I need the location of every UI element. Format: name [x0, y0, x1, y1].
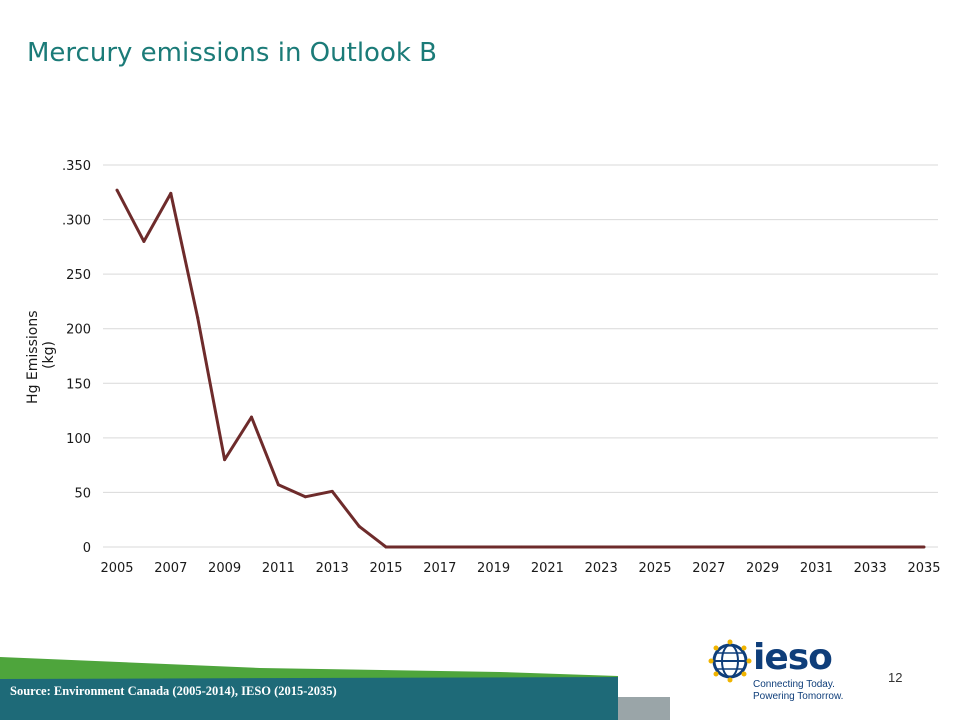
- data-point: [761, 545, 765, 549]
- data-point: [142, 239, 146, 243]
- logo-tagline-2: Powering Tomorrow.: [753, 691, 844, 702]
- x-tick-label: 2009: [208, 561, 241, 576]
- page-number: 12: [888, 670, 903, 685]
- y-tick-label: 0: [83, 541, 91, 556]
- x-tick-label: 2023: [585, 561, 618, 576]
- data-point: [411, 545, 415, 549]
- y-tick-label: 200: [66, 323, 91, 338]
- y-tick-label: 150: [66, 377, 91, 392]
- data-point: [814, 545, 818, 549]
- data-point: [922, 545, 926, 549]
- data-point: [223, 458, 227, 462]
- y-tick-label: .300: [62, 214, 91, 229]
- data-point: [519, 545, 522, 549]
- x-tick-label: 2007: [154, 561, 187, 576]
- x-tick-label: 2019: [477, 561, 510, 576]
- data-point: [653, 545, 657, 549]
- x-tick-label: 2011: [262, 561, 295, 576]
- page-title: Mercury emissions in Outlook B: [27, 38, 438, 68]
- data-point: [680, 545, 684, 549]
- data-point: [115, 188, 119, 192]
- data-point: [357, 524, 361, 528]
- footer-band: [0, 657, 670, 720]
- data-point: [545, 545, 549, 549]
- x-tick-label: 2033: [854, 561, 887, 576]
- data-point: [734, 545, 738, 549]
- data-point: [868, 545, 872, 549]
- y-axis-label-line-2: (kg): [41, 341, 57, 369]
- y-tick-label: 100: [66, 432, 91, 447]
- source-note: Source: Environment Canada (2005-2014), …: [10, 684, 337, 698]
- y-axis-label: Hg Emissions (kg): [25, 306, 57, 404]
- logo-tagline-1: Connecting Today.: [753, 679, 835, 690]
- data-point: [626, 545, 630, 549]
- x-tick-label: 2005: [100, 561, 133, 576]
- x-tick-label: 2029: [746, 561, 779, 576]
- footer-teal-band: [0, 677, 618, 720]
- y-tick-label: 50: [74, 486, 91, 501]
- y-tick-label: .350: [62, 159, 91, 174]
- data-point: [330, 489, 334, 493]
- x-tick-label: 2015: [369, 561, 402, 576]
- data-point: [384, 545, 388, 549]
- data-point: [841, 545, 845, 549]
- data-point: [276, 483, 280, 487]
- x-tick-label: 2025: [638, 561, 671, 576]
- data-point: [303, 495, 307, 499]
- x-tick-label: 2035: [907, 561, 940, 576]
- data-point: [788, 545, 791, 549]
- data-point: [250, 415, 253, 419]
- x-tick-label: 2031: [800, 561, 833, 576]
- data-point: [196, 316, 200, 320]
- x-tick-label: 2013: [316, 561, 349, 576]
- ieso-logo: ieso Connecting Today. Powering Tomorrow…: [708, 637, 858, 702]
- data-point: [492, 545, 496, 549]
- x-tick-label: 2017: [423, 561, 456, 576]
- data-point: [465, 545, 469, 549]
- x-tick-label: 2027: [692, 561, 725, 576]
- data-point: [599, 545, 603, 549]
- data-point: [707, 545, 711, 549]
- y-axis-label-line-1: Hg Emissions: [25, 311, 41, 404]
- footer-grey-block: [618, 697, 670, 720]
- data-point: [572, 545, 576, 549]
- data-point: [895, 545, 899, 549]
- logo-wordmark: ieso: [753, 637, 833, 678]
- data-point: [438, 545, 442, 549]
- data-point: [169, 191, 173, 195]
- series-line: [115, 189, 924, 549]
- x-tick-label: 2021: [531, 561, 564, 576]
- globe-icon: [708, 639, 752, 683]
- y-tick-label: 250: [66, 268, 91, 283]
